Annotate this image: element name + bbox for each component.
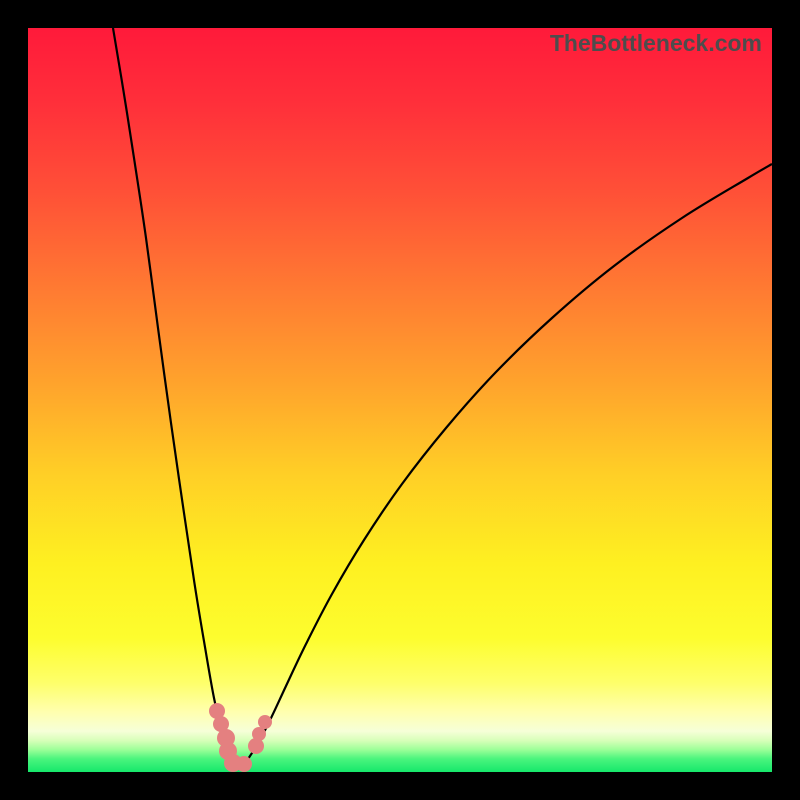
marker-point <box>252 727 266 741</box>
curve-layer <box>28 28 772 772</box>
curve-left-branch <box>113 28 233 763</box>
marker-point <box>258 715 272 729</box>
chart-frame: TheBottleneck.com <box>0 0 800 800</box>
curve-right-branch <box>233 164 772 764</box>
marker-point <box>236 756 252 772</box>
plot-area <box>28 28 772 772</box>
watermark-text: TheBottleneck.com <box>550 30 762 57</box>
